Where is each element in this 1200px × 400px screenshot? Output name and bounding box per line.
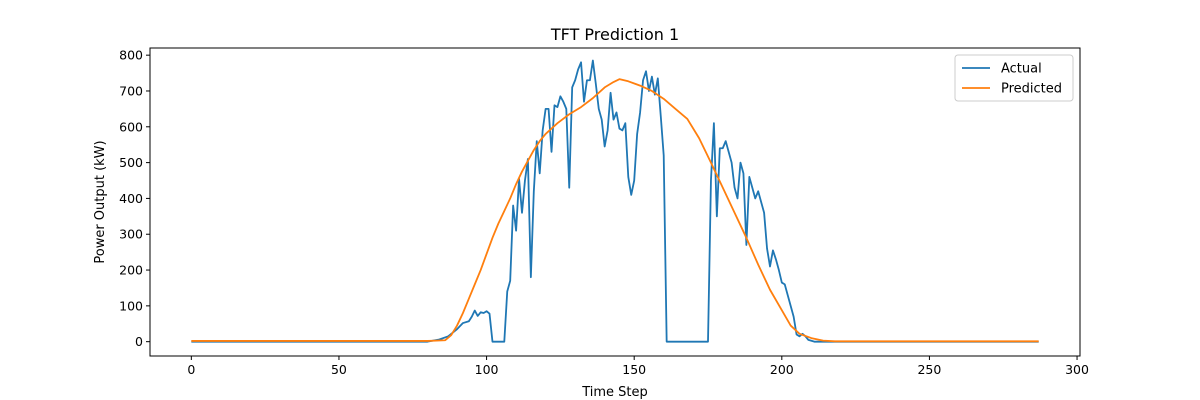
plot-area: 0 50 100 150 200 250 300 0 100 200 300 400 500 600 700… <box>119 47 1089 377</box>
y-tick-label: 200 <box>119 263 143 278</box>
x-tick-label: 250 <box>917 362 941 377</box>
x-tick-label: 50 <box>331 362 347 377</box>
y-tick-label: 500 <box>119 155 143 170</box>
x-tick-label: 0 <box>187 362 195 377</box>
x-tick-label: 100 <box>475 362 499 377</box>
legend-box <box>954 54 1074 102</box>
y-tick-label: 600 <box>119 119 143 134</box>
series-line-actual <box>191 59 1039 343</box>
plot-frame <box>149 47 1081 357</box>
legend-label-actual: Actual <box>1001 62 1042 77</box>
y-tick-label: 800 <box>119 48 143 63</box>
legend-label-predicted: Predicted <box>1001 82 1062 97</box>
legend: Actual Predicted <box>954 54 1074 102</box>
x-tick-label: 200 <box>770 362 794 377</box>
series-line-predicted <box>191 78 1039 343</box>
y-tick-label: 400 <box>119 191 143 206</box>
x-tick-label: 300 <box>1065 362 1089 377</box>
y-tick-label: 100 <box>119 298 143 313</box>
x-axis-label: Time Step <box>581 385 648 400</box>
y-tick-label: 300 <box>119 227 143 242</box>
x-tick-label: 150 <box>622 362 646 377</box>
y-axis-label: Power Output (kW) <box>93 140 108 263</box>
y-tick-label: 0 <box>135 334 143 349</box>
y-tick-label: 700 <box>119 83 143 98</box>
chart-title: TFT Prediction 1 <box>550 25 679 44</box>
